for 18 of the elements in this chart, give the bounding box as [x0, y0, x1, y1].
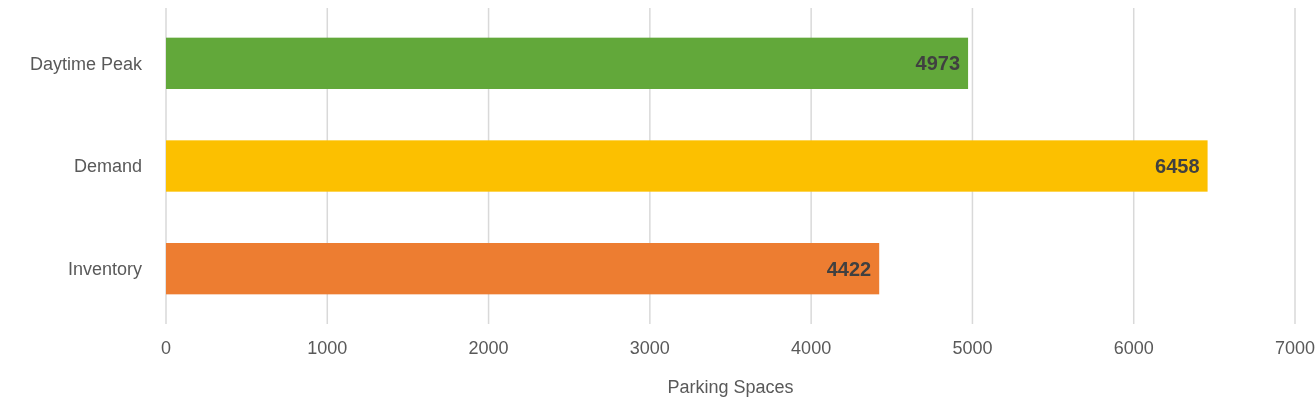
- y-tick-label: Daytime Peak: [29, 53, 143, 74]
- x-tick-label: 7000: [1274, 338, 1315, 358]
- data-label: 6458: [1155, 155, 1200, 177]
- x-tick-label: 1000: [307, 338, 348, 358]
- x-tick-label: 3000: [629, 338, 670, 358]
- x-axis-title: Parking Spaces: [667, 377, 794, 397]
- bar: [166, 243, 880, 295]
- x-tick-label: 6000: [1113, 338, 1154, 358]
- data-label: 4973: [915, 52, 961, 75]
- data-label: 4422: [826, 257, 872, 280]
- x-tick-label: 4000: [791, 338, 832, 358]
- x-tick-label: 0: [160, 338, 172, 358]
- bar: [166, 37, 969, 89]
- x-tick-label: 5000: [952, 338, 993, 358]
- x-tick-label: 2000: [468, 338, 509, 358]
- bar: [166, 140, 1208, 192]
- y-tick-label: Demand: [73, 156, 142, 177]
- y-tick-label: Inventory: [67, 258, 142, 279]
